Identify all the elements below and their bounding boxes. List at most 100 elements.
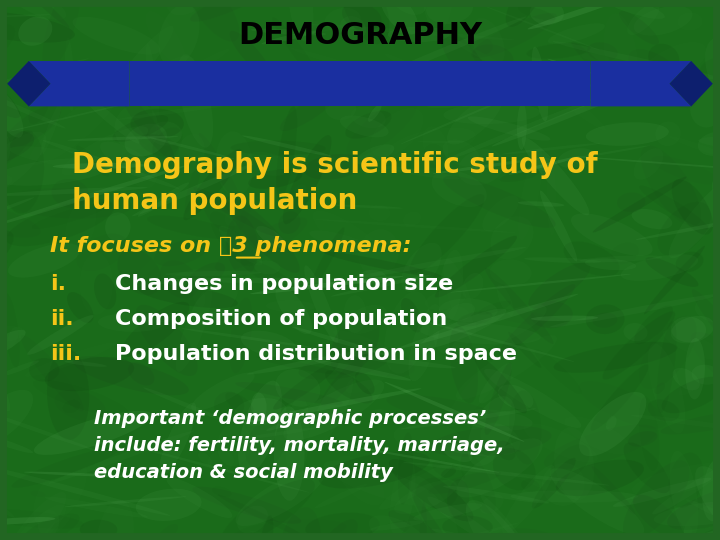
Ellipse shape <box>333 205 403 208</box>
Ellipse shape <box>122 139 158 188</box>
Ellipse shape <box>502 143 600 154</box>
Ellipse shape <box>447 479 469 517</box>
Ellipse shape <box>654 501 720 526</box>
Ellipse shape <box>676 252 703 272</box>
Ellipse shape <box>531 301 573 328</box>
Ellipse shape <box>356 356 456 368</box>
Ellipse shape <box>428 471 500 494</box>
Ellipse shape <box>29 96 49 124</box>
Ellipse shape <box>0 132 46 199</box>
Text: Important ‘demographic processes’
include: fertility, mortality, marriage,
educa: Important ‘demographic processes’ includ… <box>94 409 504 482</box>
Ellipse shape <box>426 0 473 24</box>
Ellipse shape <box>390 458 415 536</box>
Ellipse shape <box>122 443 310 492</box>
Ellipse shape <box>575 157 720 171</box>
Ellipse shape <box>249 530 355 540</box>
Ellipse shape <box>191 281 238 325</box>
Ellipse shape <box>522 137 589 215</box>
Ellipse shape <box>0 89 23 138</box>
Ellipse shape <box>388 510 439 540</box>
Ellipse shape <box>303 21 338 32</box>
Ellipse shape <box>276 106 297 199</box>
Ellipse shape <box>3 131 44 214</box>
Ellipse shape <box>312 211 395 274</box>
Ellipse shape <box>0 131 35 170</box>
Ellipse shape <box>138 183 189 217</box>
Ellipse shape <box>319 451 430 489</box>
Ellipse shape <box>3 0 66 20</box>
Ellipse shape <box>225 392 253 415</box>
Ellipse shape <box>159 403 196 476</box>
Ellipse shape <box>380 0 418 35</box>
Ellipse shape <box>534 157 554 171</box>
Ellipse shape <box>566 65 606 104</box>
Ellipse shape <box>181 328 313 348</box>
Ellipse shape <box>389 127 476 159</box>
Ellipse shape <box>176 61 192 102</box>
Ellipse shape <box>444 259 477 340</box>
Ellipse shape <box>235 382 343 404</box>
Ellipse shape <box>324 461 439 507</box>
Ellipse shape <box>219 226 262 265</box>
Ellipse shape <box>603 13 638 97</box>
Ellipse shape <box>121 302 189 357</box>
Ellipse shape <box>336 456 384 505</box>
Ellipse shape <box>593 177 687 232</box>
Ellipse shape <box>462 273 483 299</box>
Ellipse shape <box>342 3 382 30</box>
Ellipse shape <box>480 423 520 455</box>
Ellipse shape <box>192 285 205 307</box>
Ellipse shape <box>315 519 358 540</box>
Ellipse shape <box>639 42 706 87</box>
Ellipse shape <box>225 197 300 273</box>
Ellipse shape <box>273 362 338 409</box>
Ellipse shape <box>447 96 502 145</box>
Ellipse shape <box>0 187 148 196</box>
Ellipse shape <box>586 122 669 146</box>
Ellipse shape <box>238 381 282 475</box>
Ellipse shape <box>606 416 617 431</box>
Ellipse shape <box>0 105 4 141</box>
Ellipse shape <box>401 298 422 333</box>
Ellipse shape <box>0 463 170 516</box>
Ellipse shape <box>4 105 61 148</box>
Ellipse shape <box>305 512 379 540</box>
Ellipse shape <box>550 294 720 327</box>
Ellipse shape <box>280 89 340 131</box>
Ellipse shape <box>156 524 178 540</box>
Ellipse shape <box>553 41 720 82</box>
Ellipse shape <box>387 395 500 423</box>
Ellipse shape <box>0 11 75 43</box>
Ellipse shape <box>466 500 532 540</box>
Ellipse shape <box>176 134 204 174</box>
Ellipse shape <box>369 521 423 531</box>
Ellipse shape <box>53 163 147 169</box>
Ellipse shape <box>32 202 110 229</box>
Ellipse shape <box>0 408 95 450</box>
Ellipse shape <box>671 316 706 342</box>
Ellipse shape <box>0 390 33 447</box>
Ellipse shape <box>163 148 192 171</box>
Ellipse shape <box>359 229 399 276</box>
Ellipse shape <box>247 347 387 374</box>
Ellipse shape <box>668 453 703 508</box>
Ellipse shape <box>472 44 513 70</box>
Ellipse shape <box>7 327 19 348</box>
Ellipse shape <box>412 494 463 540</box>
Ellipse shape <box>340 0 390 44</box>
Ellipse shape <box>551 444 590 481</box>
Ellipse shape <box>631 209 672 230</box>
Ellipse shape <box>558 148 594 168</box>
Ellipse shape <box>138 284 238 308</box>
Ellipse shape <box>240 259 296 291</box>
Ellipse shape <box>652 465 720 515</box>
Ellipse shape <box>45 497 148 518</box>
Ellipse shape <box>176 278 389 284</box>
Ellipse shape <box>122 312 244 323</box>
Ellipse shape <box>0 15 50 17</box>
Ellipse shape <box>381 166 460 179</box>
Ellipse shape <box>690 86 720 127</box>
Ellipse shape <box>0 197 34 218</box>
Ellipse shape <box>464 522 519 538</box>
Ellipse shape <box>447 449 489 456</box>
